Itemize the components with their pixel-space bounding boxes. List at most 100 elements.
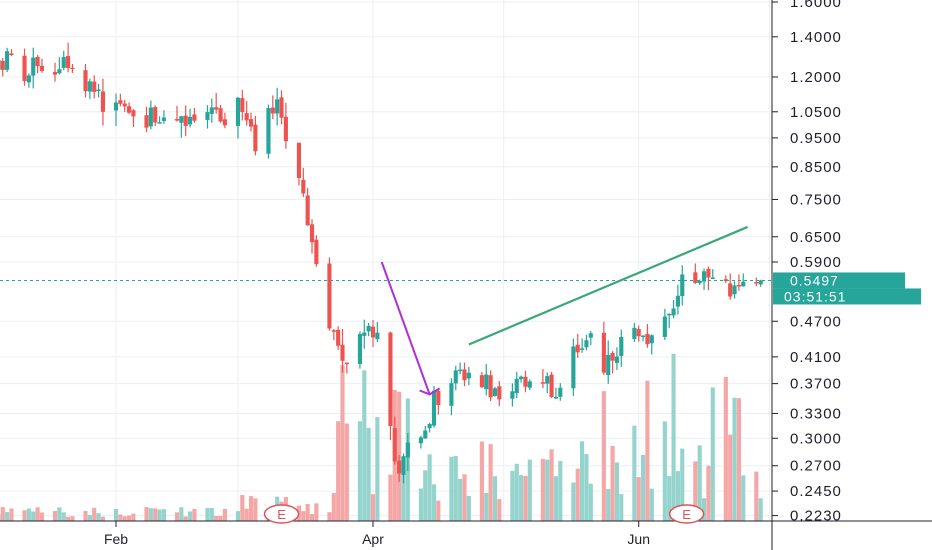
volume-bar	[87, 515, 92, 521]
volume-bar	[66, 516, 71, 521]
candle-body	[31, 57, 36, 76]
current-price-badge	[773, 272, 905, 289]
candle-body	[244, 113, 249, 121]
candle-body	[222, 119, 227, 126]
volume-bar	[187, 511, 193, 521]
candle-body	[397, 460, 402, 474]
candle-body	[9, 53, 14, 56]
candle-body	[436, 390, 441, 406]
volume-bar	[248, 496, 254, 521]
candle-body	[418, 437, 423, 444]
candle-body	[401, 456, 406, 475]
candle-body	[5, 51, 10, 70]
candle-body	[510, 391, 515, 399]
candle-body	[610, 352, 615, 361]
candle-body	[701, 271, 707, 282]
candle-body	[758, 280, 763, 285]
candle-body	[614, 356, 620, 363]
volume-bar	[100, 516, 106, 521]
price-tick-label[interactable]: 0.2230	[790, 508, 842, 525]
candle-body	[392, 427, 397, 462]
volume-bar	[458, 478, 463, 521]
price-tick-label[interactable]: 0.5900	[790, 254, 842, 271]
price-tick-label[interactable]: 0.2450	[790, 483, 842, 500]
candle-body	[619, 337, 624, 356]
time-tick-label[interactable]: Jun	[627, 531, 650, 547]
price-tick-label[interactable]: 0.8500	[790, 159, 842, 176]
price-axis[interactable]: 1.6000 1.4000 1.2000 1.0500 0.9500 0.8500 0.75…	[772, 0, 842, 525]
arrow-line[interactable]	[380, 261, 431, 395]
price-tick-label[interactable]: 1.0500	[790, 104, 842, 121]
earnings-marker[interactable]	[263, 504, 300, 524]
volume-bar	[523, 475, 528, 521]
price-tick-label[interactable]: 0.6500	[790, 229, 842, 246]
price-tick-label[interactable]: 0.3000	[790, 430, 842, 447]
countdown-badge	[773, 288, 921, 305]
price-tick-label[interactable]: 0.4700	[790, 313, 842, 330]
volume-bar	[575, 468, 580, 521]
candle-body	[122, 103, 127, 107]
volume-bar	[0, 507, 5, 521]
candle-body	[453, 370, 458, 384]
price-tick-label[interactable]: 0.7500	[790, 191, 842, 208]
volume-bar	[701, 498, 707, 521]
candle-body	[606, 354, 611, 376]
time-tick-label[interactable]: Apr	[362, 531, 384, 547]
candle-body	[636, 329, 641, 337]
time-tick-label[interactable]: Feb	[104, 531, 128, 547]
volume-bar	[431, 484, 437, 521]
candle-body	[366, 325, 371, 332]
volume-bar	[370, 494, 376, 521]
volume-bar	[5, 512, 10, 521]
volume-bar	[118, 514, 123, 521]
volume-bar	[305, 503, 310, 521]
volume-bar	[183, 516, 188, 521]
volume-bar	[340, 365, 345, 521]
price-tick-label[interactable]: 1.4000	[790, 29, 842, 46]
price-tick-label[interactable]: 0.4100	[790, 349, 842, 366]
volume-bar	[540, 458, 545, 521]
volume-bar	[388, 474, 393, 521]
price-tick-label[interactable]: 0.2700	[790, 458, 842, 475]
candle-body	[680, 274, 685, 297]
volume-bar	[331, 493, 336, 521]
candle-body	[662, 316, 667, 337]
price-tick-label[interactable]: 1.6000	[790, 0, 842, 11]
chart-drawings[interactable]	[0, 225, 771, 396]
chart-grid	[0, 0, 771, 521]
trendline[interactable]	[468, 225, 749, 346]
volume-bar	[675, 471, 680, 521]
candle-body	[214, 107, 219, 110]
candle-body	[706, 268, 711, 278]
volume-bar	[57, 507, 62, 521]
candlestick-series	[0, 42, 763, 484]
candle-body	[458, 369, 463, 372]
volume-bar	[606, 489, 611, 521]
price-tick-label[interactable]: 1.2000	[790, 69, 842, 86]
volume-bar	[222, 508, 227, 521]
candle-body	[87, 81, 92, 92]
volume-bar	[205, 507, 210, 521]
volume-bar	[453, 456, 458, 521]
volume-bar	[39, 512, 45, 521]
candle-body	[161, 117, 166, 121]
candle-body	[96, 89, 101, 91]
volume-bar	[693, 461, 698, 521]
price-tick-label[interactable]: 0.9500	[790, 130, 842, 147]
volume-bar	[427, 454, 432, 521]
price-tick-label[interactable]: 0.3700	[790, 376, 842, 393]
candle-body	[270, 107, 275, 114]
candle-body	[645, 333, 650, 345]
arrow-head	[419, 387, 441, 396]
earnings-marker[interactable]	[668, 504, 705, 524]
candle-body	[179, 116, 184, 123]
candle-body	[736, 284, 741, 287]
price-tick-label[interactable]: 0.3300	[790, 405, 842, 422]
volume-bar	[488, 444, 493, 521]
candle-body	[0, 60, 5, 70]
volume-bar	[344, 423, 349, 521]
time-axis[interactable]: Feb Apr Jun	[104, 521, 650, 547]
